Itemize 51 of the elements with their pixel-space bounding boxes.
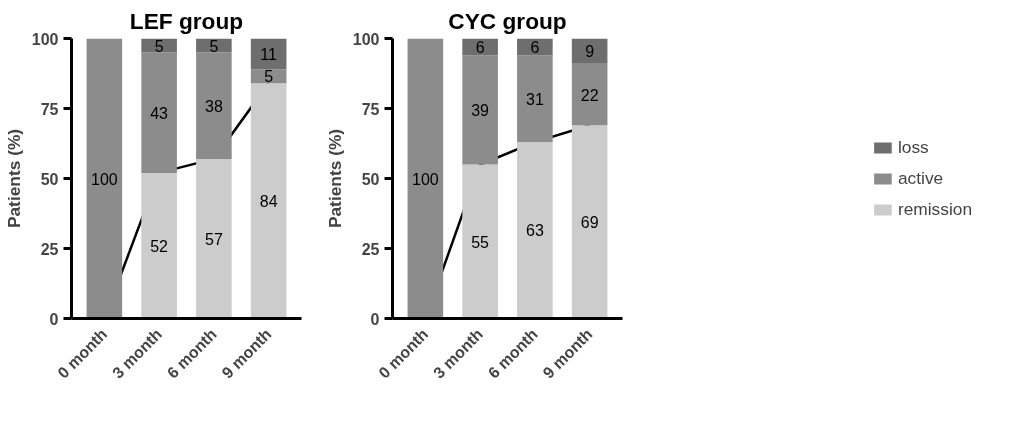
legend-label: active <box>897 167 944 189</box>
data-label: 5 <box>209 37 219 55</box>
data-label: 43 <box>150 104 169 122</box>
chart-title: CYC group <box>448 7 567 34</box>
y-tick-label: 25 <box>40 240 59 258</box>
chart-title: LEF group <box>129 7 244 34</box>
legend-label: loss <box>897 136 929 158</box>
data-label: 100 <box>91 170 118 188</box>
data-label: 69 <box>580 213 599 231</box>
data-label: 5 <box>264 68 274 86</box>
y-tick-label: 0 <box>49 310 59 328</box>
bar <box>462 164 498 319</box>
bar <box>86 38 123 319</box>
y-tick-label: 50 <box>40 170 59 188</box>
bar <box>462 55 498 165</box>
data-label: 5 <box>154 37 164 55</box>
bar <box>141 172 177 319</box>
bar <box>571 38 608 64</box>
bar <box>571 63 608 126</box>
data-label: 38 <box>204 97 223 115</box>
y-tick-label: 25 <box>361 240 380 258</box>
legend-label: remission <box>897 198 973 220</box>
y-axis-title: Patients (%) <box>324 128 345 229</box>
bar <box>141 52 177 173</box>
data-label: 63 <box>525 222 544 240</box>
data-label: 6 <box>530 38 540 56</box>
bar <box>571 125 608 319</box>
bar <box>196 158 232 319</box>
bar <box>250 83 287 319</box>
data-label: 9 <box>585 43 595 61</box>
y-tick-label: 100 <box>352 30 380 48</box>
y-tick-label: 75 <box>361 100 380 118</box>
bar <box>407 38 444 319</box>
data-label: 57 <box>204 230 223 248</box>
y-tick-label: 50 <box>361 170 380 188</box>
data-label: 6 <box>475 38 485 56</box>
y-tick-label: 75 <box>40 100 59 118</box>
bar <box>196 52 232 159</box>
data-label: 84 <box>259 192 278 210</box>
y-axis-title: Patients (%) <box>3 128 24 229</box>
data-label: 22 <box>580 86 599 104</box>
data-label: 55 <box>471 233 490 251</box>
data-label: 11 <box>260 45 278 63</box>
y-tick-label: 0 <box>370 310 380 328</box>
bar <box>517 55 553 143</box>
bar <box>517 142 553 319</box>
data-label: 31 <box>525 90 544 108</box>
y-tick-label: 100 <box>31 30 59 48</box>
data-label: 39 <box>471 101 490 119</box>
data-label: 100 <box>412 170 439 188</box>
data-label: 52 <box>150 237 169 255</box>
